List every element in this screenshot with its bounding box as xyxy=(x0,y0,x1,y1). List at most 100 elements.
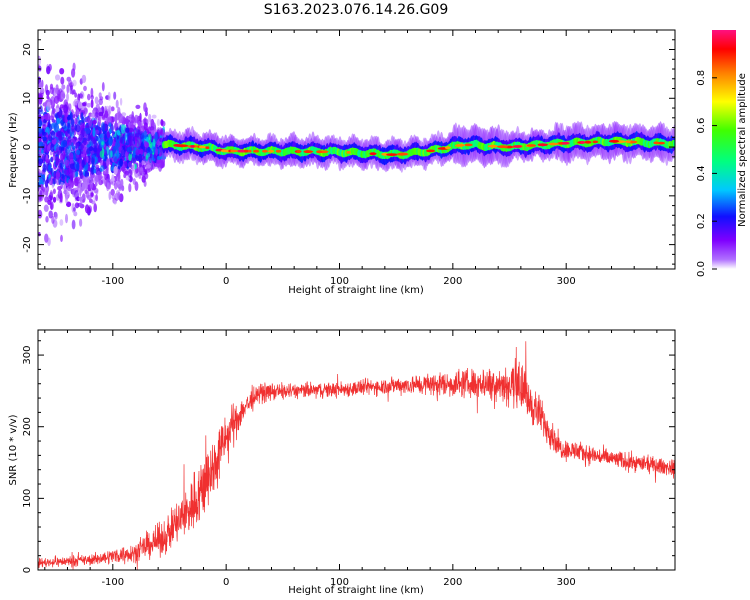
noise-blob xyxy=(54,212,58,220)
noise-blob xyxy=(147,133,152,143)
noise-blob xyxy=(69,158,74,165)
spec-y-tick-label: -10 xyxy=(22,188,33,204)
noise-blob xyxy=(126,146,132,153)
noise-blob xyxy=(88,146,94,152)
noise-blob xyxy=(113,200,117,205)
noise-blob xyxy=(98,111,104,117)
noise-blob xyxy=(160,161,165,169)
snr-y-label: SNR (10 * v/v) xyxy=(8,414,19,485)
noise-blob xyxy=(42,131,47,136)
noise-blob xyxy=(108,116,112,123)
noise-blob xyxy=(80,112,84,122)
carrier-peak xyxy=(244,149,249,153)
noise-blob xyxy=(46,66,51,75)
noise-blob xyxy=(131,157,137,164)
noise-blob xyxy=(49,201,54,211)
snr-x-tick-label: -100 xyxy=(101,577,124,588)
carrier-peak xyxy=(512,145,522,148)
noise-blob xyxy=(93,168,97,174)
carrier-peak xyxy=(303,150,314,154)
noise-blob xyxy=(82,193,86,200)
noise-blob xyxy=(86,103,92,108)
noise-blob xyxy=(154,132,158,142)
noise-blob xyxy=(124,151,128,159)
noise-blob xyxy=(38,178,44,187)
noise-blob xyxy=(59,68,65,75)
noise-blob xyxy=(64,112,69,118)
noise-blob xyxy=(82,102,87,107)
carrier-peak xyxy=(275,149,282,153)
noise-blob xyxy=(115,99,119,109)
noise-blob xyxy=(38,118,42,128)
noise-blob xyxy=(134,181,139,192)
carrier-peak xyxy=(346,151,351,154)
noise-blob xyxy=(62,139,68,148)
noise-blob xyxy=(121,166,126,171)
noise-blob xyxy=(48,135,52,141)
noise-blob xyxy=(93,174,99,184)
noise-blob xyxy=(78,169,83,176)
carrier-peak xyxy=(236,149,247,153)
noise-blob xyxy=(38,141,41,151)
noise-blob xyxy=(138,153,143,163)
snr-x-label: Height of straight line (km) xyxy=(288,585,424,596)
noise-blob xyxy=(55,87,60,95)
noise-blob xyxy=(39,184,44,190)
spec-x-tick-label: 300 xyxy=(557,276,576,287)
noise-blob xyxy=(121,185,125,192)
noise-blob xyxy=(45,112,51,121)
noise-blob xyxy=(118,146,123,151)
noise-blob xyxy=(75,124,81,133)
noise-blob xyxy=(110,150,113,158)
noise-blob xyxy=(112,162,115,168)
noise-blob xyxy=(140,142,144,149)
noise-blob xyxy=(65,146,70,156)
noise-blob xyxy=(59,219,64,226)
noise-blob xyxy=(98,179,103,186)
noise-blob xyxy=(77,101,83,109)
noise-blob xyxy=(50,151,53,156)
noise-blob xyxy=(139,131,145,140)
colorbar-gradient xyxy=(712,30,736,269)
noise-blob xyxy=(45,216,49,223)
noise-blob xyxy=(48,177,54,186)
noise-blob xyxy=(90,165,95,175)
noise-blob xyxy=(106,182,110,189)
noise-blob xyxy=(41,148,44,154)
noise-blob xyxy=(147,146,151,152)
noise-blob xyxy=(53,153,56,161)
noise-blob xyxy=(97,119,102,127)
noise-blob xyxy=(95,194,98,202)
noise-blob xyxy=(73,177,79,187)
noise-blob xyxy=(120,136,123,144)
noise-blob xyxy=(116,130,121,136)
noise-blob xyxy=(134,132,140,138)
noise-blob xyxy=(95,190,99,195)
carrier-peak xyxy=(205,146,210,150)
noise-blob xyxy=(80,121,83,131)
noise-blob xyxy=(130,115,135,124)
carrier-peak xyxy=(464,143,473,147)
noise-blob xyxy=(128,161,132,168)
noise-blob xyxy=(39,190,43,201)
noise-blob xyxy=(38,209,43,219)
noise-blob xyxy=(139,112,142,122)
carrier-peak xyxy=(198,145,206,149)
noise-blob xyxy=(119,158,123,167)
spec-y-tick-label: 10 xyxy=(22,92,33,105)
noise-blob xyxy=(81,74,87,84)
noise-blob xyxy=(86,133,91,142)
noise-blob xyxy=(42,163,47,172)
noise-blob xyxy=(65,193,68,204)
noise-blob xyxy=(38,232,41,237)
noise-blob xyxy=(144,110,148,117)
noise-blob xyxy=(51,184,55,189)
noise-blob xyxy=(141,175,146,183)
noise-blob xyxy=(152,138,156,147)
noise-blob xyxy=(110,188,115,196)
noise-blob xyxy=(45,159,50,164)
noise-blob xyxy=(83,138,87,146)
carrier-peak xyxy=(230,149,238,153)
noise-blob xyxy=(65,213,68,224)
noise-blob xyxy=(93,203,97,213)
